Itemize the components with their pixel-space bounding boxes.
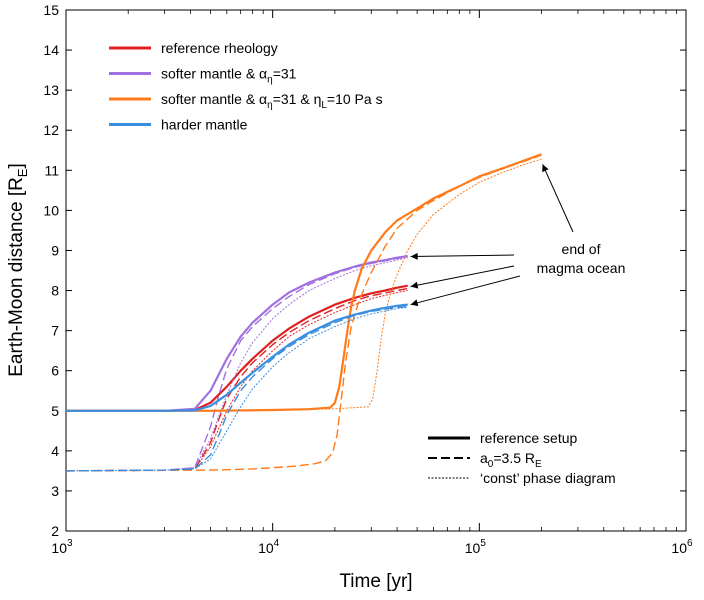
x-tick-base: 10 [51,540,67,556]
x-tick-exp: 5 [480,538,486,549]
series-line [66,153,542,412]
legend-color-label-part: =31 & η [273,91,322,107]
series-line [65,290,408,472]
legend-color-label-part: =31 [273,66,297,82]
legend-style-label: a0=3.5 RE [480,450,542,470]
y-tick-label: 12 [43,122,59,138]
legend-color-label-part: =10 Pa s [327,91,383,107]
series-line [65,306,408,472]
legend-style-label-part: ‘const’ phase diagram [480,470,616,486]
y-tick-label: 10 [43,202,59,218]
series-line [65,305,408,472]
x-tick-exp: 4 [274,538,280,549]
series-line [65,257,408,472]
series-line [65,154,542,472]
series-line [66,255,408,412]
legend-color-label-part: η [267,100,273,111]
x-tick-label: 106 [671,538,693,556]
series-line [66,158,542,412]
y-tick-label: 15 [43,2,59,18]
plot-frame [65,9,687,532]
legend-color-label: softer mantle & αη=31 [161,66,297,86]
legend-style-label-part: a [480,450,488,466]
x-tick-exp: 6 [687,538,693,549]
legend-style-label-part: =3.5 R [493,450,535,466]
x-tick-base: 10 [671,540,687,556]
x-tick-base: 10 [465,540,481,556]
x-tick-label: 103 [51,538,73,556]
annotation-arrow [410,265,515,289]
y-tick-label: 7 [51,323,59,339]
y-axis-label-end: ] [6,163,27,168]
legend-color-label: harder mantle [161,117,248,133]
y-tick-label: 2 [51,523,59,539]
annotation: end of magma ocean [410,164,626,307]
y-tick-label: 9 [51,242,59,258]
y-axis-label: Earth-Moon distance [RE] [6,163,30,377]
y-tick-label: 11 [44,162,59,178]
x-tick-exp: 3 [67,538,73,549]
legend-color-label: softer mantle & αη=31 & ηL=10 Pa s [161,91,383,111]
x-tick-label: 105 [465,538,487,556]
x-axis-label: Time [yr] [339,571,412,592]
series-line [65,287,408,472]
legend-styles: reference setup a0=3.5 RE‘const’ phase di… [428,430,616,486]
y-tick-label: 5 [51,403,59,419]
y-tick-label: 3 [51,483,59,499]
y-tick-label: 8 [51,283,59,299]
y-tick-label: 6 [51,363,59,379]
legend-color-label-part: harder mantle [161,117,248,133]
legend-color-label-part: softer mantle & α [161,91,267,107]
annotation-arrow [410,252,515,260]
y-axis-label-sub: E [15,168,30,177]
legend-style-label-part: E [535,459,542,470]
annotation-arrow [410,275,521,307]
legend-style-label: ‘const’ phase diagram [480,470,616,486]
legend-color-label-part: η [267,75,273,86]
legend-style-label-part: 0 [488,459,494,470]
legend-color-label-part: reference rheology [161,40,278,56]
y-tick-label: 13 [43,82,59,98]
legend-style-label-part: reference setup [480,430,577,446]
x-tick-base: 10 [258,540,274,556]
series-line [66,303,408,412]
annotation-line1: end of [562,241,601,257]
legend-color-label-part: L [321,100,327,111]
series-line [66,284,408,412]
y-axis-label-main: Earth-Moon distance [R [6,177,27,377]
legend-color-label-part: softer mantle & α [161,66,267,82]
legend-color-label: reference rheology [161,40,278,56]
y-tick-label: 4 [51,443,59,459]
legend-style-label: reference setup [480,430,577,446]
annotation-line2: magma ocean [537,260,626,276]
series-lines [65,153,542,472]
x-tick-label: 104 [258,538,280,556]
annotation-arrow [542,164,574,233]
y-tick-label: 14 [43,42,59,58]
